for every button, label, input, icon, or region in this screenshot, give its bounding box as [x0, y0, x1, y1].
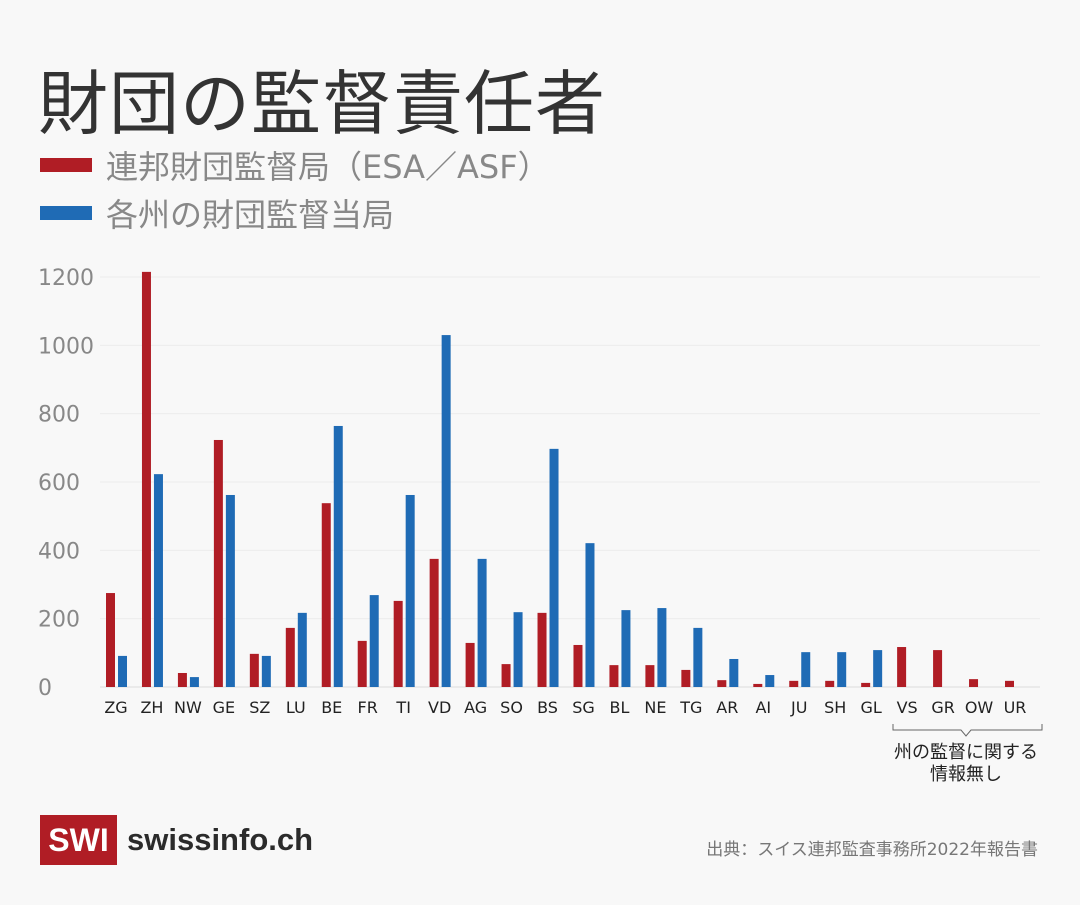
legend-item-federal: 連邦財団監督局（ESA／ASF） [40, 142, 550, 188]
x-tick-label: SZ [249, 698, 270, 717]
bar-federal-BL [609, 665, 619, 687]
x-tick-label: VS [897, 698, 918, 717]
annotation-bracket [892, 724, 1043, 737]
source-note: 出典：スイス連邦監査事務所2022年報告書 [706, 840, 1038, 860]
legend-label: 連邦財団監督局（ESA／ASF） [106, 148, 550, 186]
bar-federal-LU [285, 627, 295, 687]
y-tick-label: 800 [38, 403, 80, 428]
bar-cantonal-SZ [261, 655, 271, 687]
bar-cantonal-VD [441, 335, 451, 687]
bar-federal-GL [861, 682, 871, 687]
bar-federal-AG [465, 642, 475, 687]
bar-federal-SZ [249, 653, 259, 687]
bar-federal-ZH [141, 271, 151, 687]
x-tick-label: UR [1004, 698, 1027, 717]
x-tick-label: BS [537, 698, 558, 717]
bar-cantonal-NE [657, 608, 667, 687]
bar-cantonal-ZH [153, 474, 163, 687]
x-tick-label: ZG [104, 698, 127, 717]
x-tick-label: SH [824, 698, 846, 717]
x-tick-label: AR [716, 698, 738, 717]
x-tick-label: SO [500, 698, 523, 717]
bar-federal-NW [177, 672, 187, 687]
x-tick-label: SG [572, 698, 595, 717]
bar-cantonal-SO [513, 612, 523, 687]
bar-cantonal-GE [225, 494, 235, 687]
y-tick-label: 0 [38, 676, 52, 701]
bar-federal-AI [753, 683, 763, 687]
legend-swatch-red [40, 158, 92, 172]
bar-federal-GR [933, 650, 943, 687]
bar-federal-JU [789, 680, 799, 687]
x-tick-label: VD [428, 698, 451, 717]
x-tick-label: GL [861, 698, 882, 717]
bar-federal-ZG [106, 593, 115, 687]
bar-federal-SH [825, 680, 835, 687]
bar-cantonal-SH [837, 652, 847, 687]
bar-federal-BE [321, 503, 331, 687]
x-tick-label: BE [321, 698, 342, 717]
bar-cantonal-BS [549, 448, 559, 687]
bar-cantonal-AR [729, 658, 739, 687]
bar-federal-VD [429, 558, 439, 687]
bar-cantonal-NW [189, 677, 199, 687]
y-tick-label: 400 [38, 539, 80, 564]
y-tick-label: 1200 [38, 266, 94, 291]
swissinfo-logo: SWI swissinfo.ch [40, 815, 313, 865]
logo-box: SWI [40, 815, 117, 865]
bar-cantonal-TG [693, 627, 703, 687]
x-tick-label: TG [679, 698, 702, 717]
bar-federal-OW [969, 679, 979, 687]
logo-name: swissinfo.ch [127, 822, 314, 857]
bar-cantonal-SG [585, 543, 595, 687]
bar-cantonal-FR [369, 595, 379, 687]
x-tick-label: BL [609, 698, 629, 717]
legend-swatch-blue [40, 206, 92, 220]
bar-cantonal-ZG [118, 655, 127, 687]
bar-federal-FR [357, 640, 367, 687]
x-tick-label: AI [755, 698, 771, 717]
x-tick-label: NW [174, 698, 202, 717]
bar-federal-AR [717, 680, 727, 687]
legend-label: 各州の財団監督当局 [106, 196, 395, 234]
annotation-line2: 情報無し [930, 764, 1002, 785]
bar-cantonal-AG [477, 558, 487, 687]
bar-cantonal-JU [801, 652, 811, 687]
bar-federal-TG [681, 669, 691, 687]
legend-item-cantonal: 各州の財団監督当局 [40, 190, 394, 236]
y-tick-label: 200 [38, 608, 80, 633]
x-tick-label: JU [790, 698, 807, 717]
x-tick-label: NE [644, 698, 666, 717]
y-tick-label: 600 [38, 471, 80, 496]
x-tick-label: FR [358, 698, 378, 717]
bar-federal-SG [573, 644, 583, 687]
y-tick-label: 1000 [38, 334, 94, 359]
x-tick-label: GR [931, 698, 955, 717]
bar-federal-BS [537, 612, 547, 687]
bar-federal-VS [897, 647, 907, 687]
x-tick-label: AG [464, 698, 487, 717]
bar-federal-NE [645, 665, 655, 687]
x-tick-label: LU [286, 698, 306, 717]
x-tick-label: OW [965, 698, 994, 717]
bar-federal-UR [1005, 680, 1014, 687]
x-tick-label: GE [213, 698, 236, 717]
annotation-line1: 州の監督に関する [894, 742, 1038, 763]
bar-cantonal-AI [765, 675, 775, 687]
bar-federal-TI [393, 600, 403, 687]
x-tick-label: TI [395, 698, 411, 717]
bar-cantonal-GL [873, 650, 883, 687]
bar-cantonal-BE [333, 425, 343, 687]
bar-federal-SO [501, 664, 511, 687]
bar-cantonal-BL [621, 610, 631, 687]
bar-federal-GE [213, 439, 223, 687]
chart-title: 財団の監督責任者 [38, 63, 606, 145]
bar-cantonal-LU [297, 612, 307, 687]
bar-cantonal-TI [405, 494, 415, 687]
x-tick-label: ZH [140, 698, 163, 717]
